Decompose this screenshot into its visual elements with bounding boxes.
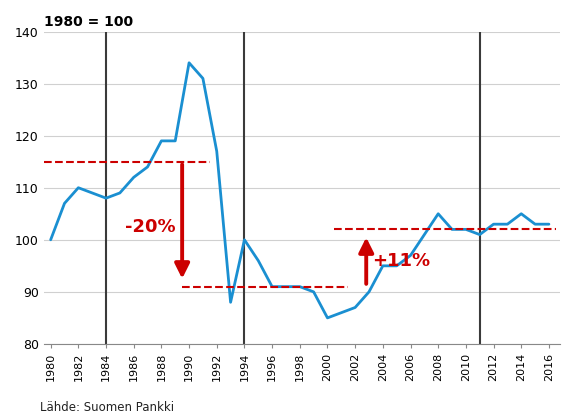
Text: -20%: -20% [125, 218, 175, 236]
Text: +11%: +11% [372, 251, 430, 270]
Text: 1980 = 100: 1980 = 100 [44, 15, 133, 29]
Text: Lähde: Suomen Pankki: Lähde: Suomen Pankki [40, 401, 174, 414]
